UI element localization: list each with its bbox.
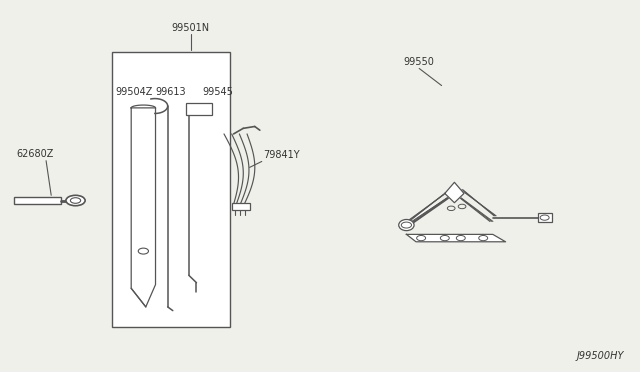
- Text: 99501N: 99501N: [172, 23, 210, 33]
- Text: 62680Z: 62680Z: [17, 149, 54, 159]
- Text: 99504Z: 99504Z: [116, 87, 153, 97]
- Polygon shape: [445, 182, 464, 203]
- Ellipse shape: [399, 219, 414, 231]
- Text: 99613: 99613: [155, 87, 186, 97]
- Bar: [112, 52, 230, 327]
- Text: 99545: 99545: [202, 87, 233, 97]
- Bar: [538, 213, 552, 222]
- Polygon shape: [400, 192, 458, 227]
- Polygon shape: [406, 234, 506, 242]
- Text: 79841Y: 79841Y: [264, 150, 300, 160]
- Text: J99500HY: J99500HY: [577, 351, 624, 361]
- Ellipse shape: [66, 195, 85, 206]
- Ellipse shape: [70, 198, 81, 203]
- Text: 99550: 99550: [404, 57, 435, 67]
- FancyBboxPatch shape: [186, 103, 212, 115]
- Bar: [232, 203, 250, 210]
- Bar: [14, 197, 61, 204]
- Polygon shape: [131, 108, 156, 307]
